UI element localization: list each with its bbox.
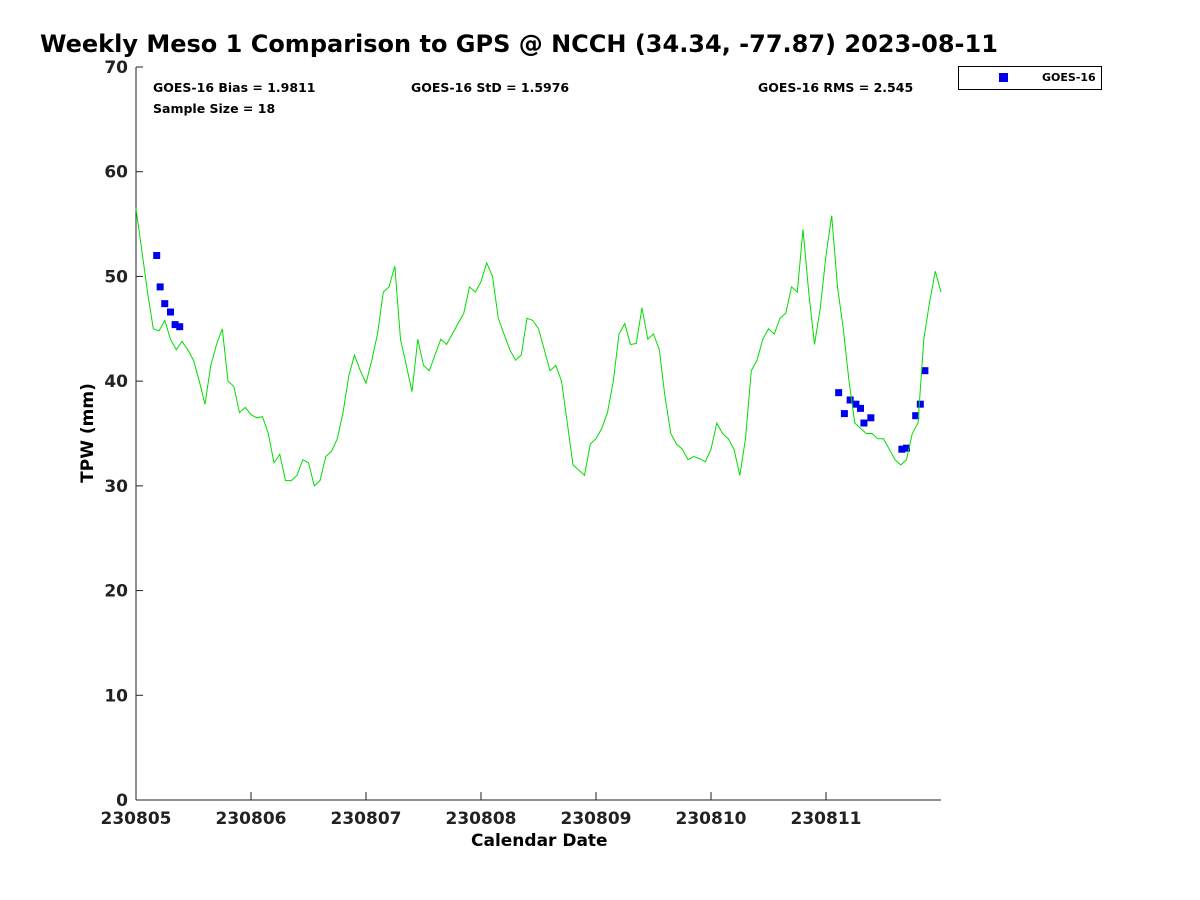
goes16-point: [903, 444, 910, 452]
goes16-point: [835, 389, 843, 397]
goes16-point: [867, 414, 875, 422]
goes16-point: [898, 445, 906, 453]
goes16-point: [176, 323, 184, 331]
y-tick-label: 50: [104, 267, 128, 287]
goes16-point: [153, 251, 161, 259]
goes16-point: [171, 321, 179, 329]
chart-title: Weekly Meso 1 Comparison to GPS @ NCCH (…: [40, 30, 998, 58]
rms-stat: GOES-16 RMS = 2.545: [758, 80, 914, 95]
y-tick-label: 0: [116, 791, 128, 811]
goes16-point: [857, 404, 864, 412]
x-axis-label: Calendar Date: [471, 831, 608, 851]
goes16-point: [912, 412, 920, 420]
goes16-point: [921, 367, 929, 375]
x-tick-label: 230809: [561, 809, 632, 829]
y-tick-label: 70: [104, 58, 128, 78]
y-tick-label: 30: [104, 477, 128, 497]
std-stat: GOES-16 StD = 1.5976: [411, 80, 570, 95]
y-axis-label: TPW (mm): [78, 383, 98, 483]
x-tick-label: 230806: [216, 809, 287, 829]
x-tick-label: 230808: [446, 809, 517, 829]
legend-label: GOES-16: [1042, 71, 1096, 84]
gps-tpw-line: [135, 208, 942, 487]
goes16-point: [167, 308, 174, 316]
y-tick-label: 10: [104, 686, 128, 706]
sample-size-stat: Sample Size = 18: [153, 101, 276, 116]
x-tick-label: 230811: [791, 809, 862, 829]
y-tick-label: 60: [104, 163, 128, 183]
goes16-point: [840, 410, 848, 418]
legend-marker-icon: [999, 73, 1008, 82]
goes16-point: [860, 419, 868, 427]
goes16-point: [846, 396, 854, 404]
goes16-point: [852, 400, 860, 408]
goes16-point: [156, 283, 164, 291]
goes16-point: [916, 400, 924, 408]
legend: GOES-16: [958, 66, 1102, 90]
x-tick-label: 230807: [331, 809, 402, 829]
y-tick-label: 20: [104, 582, 128, 602]
x-tick-label: 230810: [676, 809, 747, 829]
x-tick-label: 230805: [101, 809, 172, 829]
goes16-point: [161, 300, 169, 308]
bias-stat: GOES-16 Bias = 1.9811: [153, 80, 316, 95]
y-tick-label: 40: [104, 372, 128, 392]
